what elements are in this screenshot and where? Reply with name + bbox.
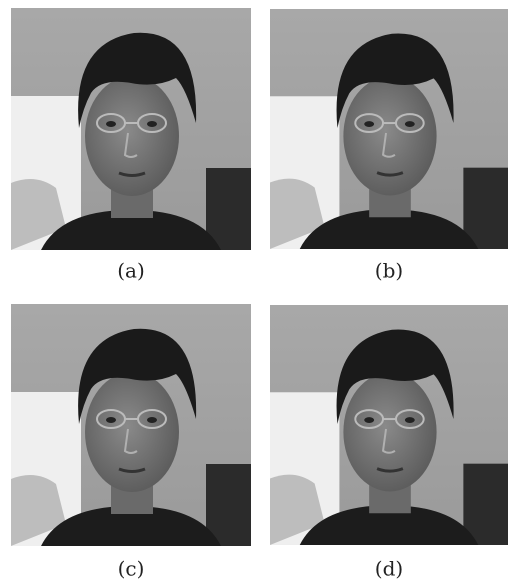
panel-label: (a) bbox=[117, 259, 145, 283]
page: (a) (b) (c) (d) (() => { const data = JS… bbox=[0, 0, 513, 584]
panel-label: (d) bbox=[375, 557, 403, 581]
panel-label: (c) bbox=[118, 557, 145, 581]
photo bbox=[11, 8, 251, 250]
photo bbox=[11, 304, 251, 546]
photo bbox=[270, 9, 508, 249]
figure: (a) (b) (c) (d) bbox=[0, 0, 513, 584]
photo bbox=[270, 305, 508, 545]
panel-label: (b) bbox=[375, 259, 403, 283]
